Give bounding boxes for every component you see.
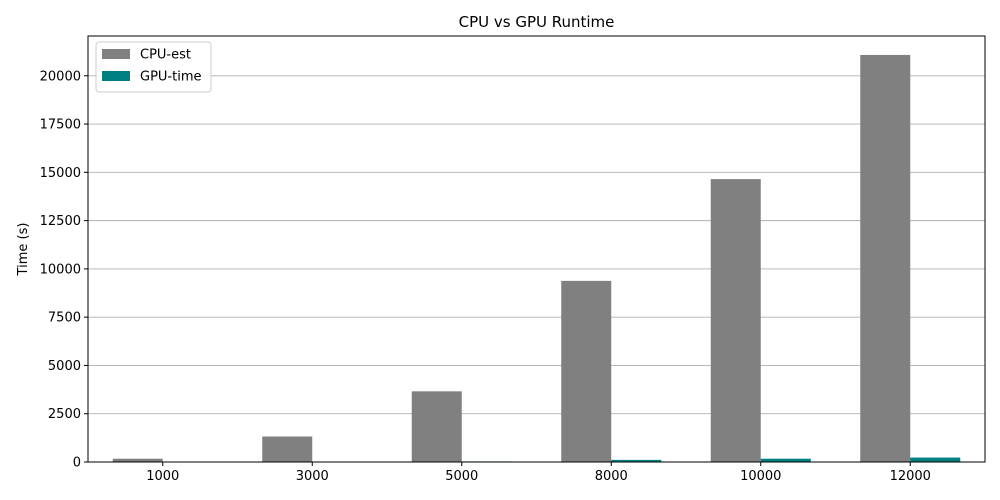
plot-frame <box>87 35 986 463</box>
grid-lines <box>88 75 985 463</box>
bar-cpu-est-12000 <box>860 54 911 463</box>
bar-cpu-est-10000 <box>710 179 761 462</box>
legend: CPU-est GPU-time <box>95 41 212 93</box>
y-tick-label: 7500 <box>48 311 81 326</box>
bar-gpu-time-10000 <box>760 458 811 462</box>
legend-swatch-cpu-est <box>102 49 130 59</box>
legend-label-gpu-time: GPU-time <box>140 70 202 85</box>
y-tick-label: 17500 <box>40 118 81 133</box>
y-tick-label: 12500 <box>40 214 81 229</box>
x-tick-label: 8000 <box>595 469 628 484</box>
legend-swatch-gpu-time <box>102 71 130 81</box>
bar-cpu-est-3000 <box>262 436 313 462</box>
x-tick-label: 12000 <box>890 469 931 484</box>
bar-gpu-time-8000 <box>611 459 662 462</box>
y-axis-title: Time (s) <box>16 223 31 277</box>
y-tick-label: 5000 <box>48 359 81 374</box>
y-tick-label: 10000 <box>40 262 81 277</box>
bars <box>112 54 961 463</box>
legend-label-cpu-est: CPU-est <box>140 48 191 63</box>
bar-cpu-est-1000 <box>112 458 163 462</box>
bar-gpu-time-12000 <box>910 457 961 462</box>
y-tick-label: 20000 <box>40 69 81 84</box>
x-tick-label: 10000 <box>740 469 781 484</box>
x-tick-label: 5000 <box>445 469 478 484</box>
bar-cpu-est-8000 <box>561 280 612 462</box>
chart-title: CPU vs GPU Runtime <box>459 13 615 31</box>
bar-cpu-est-5000 <box>411 391 462 462</box>
y-tick-label: 15000 <box>40 166 81 181</box>
y-tick-label: 2500 <box>48 407 81 422</box>
x-axis-ticks: 1000 3000 5000 8000 10000 12000 <box>146 462 931 484</box>
y-tick-label: 0 <box>73 456 81 471</box>
x-tick-label: 1000 <box>146 469 179 484</box>
y-axis-ticks: 0 2500 5000 7500 10000 12500 15000 17500 20000 <box>40 69 88 471</box>
x-tick-label: 3000 <box>296 469 329 484</box>
